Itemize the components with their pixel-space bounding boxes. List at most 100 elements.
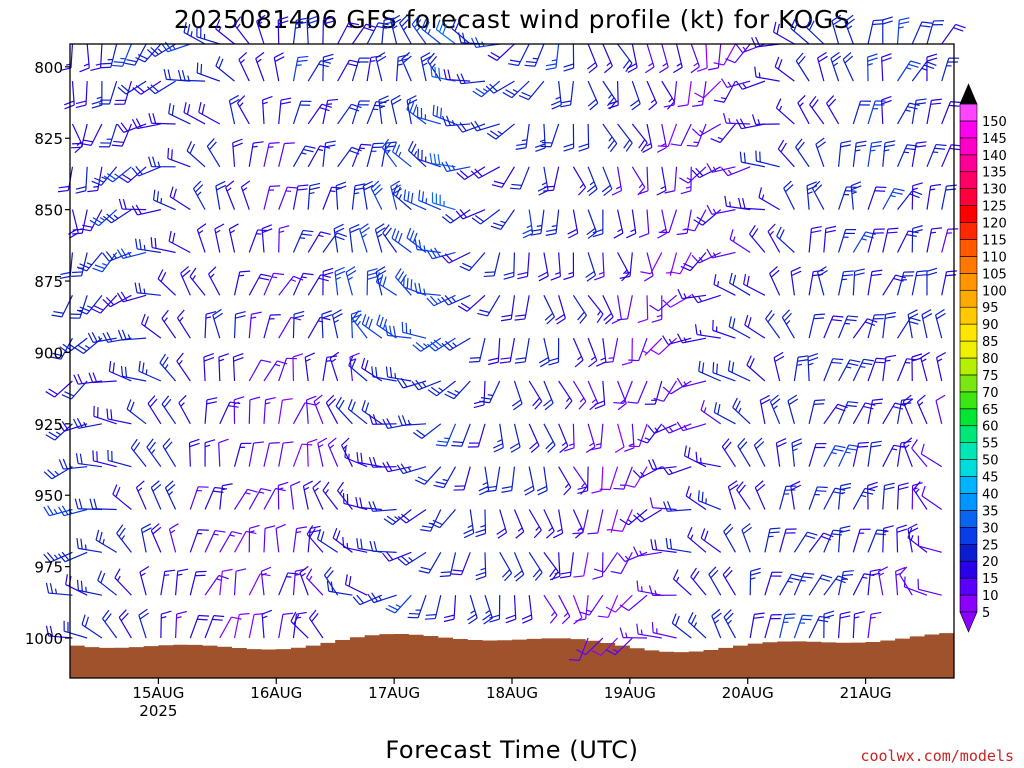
barb-half-feather — [638, 183, 644, 189]
barb-feather — [840, 525, 851, 529]
wind-barb — [637, 295, 649, 324]
wind-barb — [233, 612, 250, 639]
wind-barb — [779, 613, 796, 639]
barb-feather — [330, 581, 334, 592]
barb-half-feather — [717, 136, 724, 140]
barb-feather — [811, 225, 822, 230]
barb-feather — [522, 232, 533, 239]
wind-barb — [138, 608, 149, 639]
wind-barb — [292, 310, 305, 339]
barb-feather — [71, 232, 83, 235]
barb-feather — [58, 459, 64, 470]
wind-barb — [545, 209, 560, 236]
wind-barb — [549, 552, 561, 581]
barb-feather — [713, 62, 724, 66]
barb-feather — [916, 394, 926, 403]
barb-half-feather — [294, 573, 301, 576]
wind-barb — [880, 95, 892, 124]
barb-half-feather — [262, 101, 268, 105]
barb-half-feather — [438, 387, 444, 392]
barb-feather — [306, 395, 317, 401]
barb-feather — [743, 152, 746, 163]
wind-barb — [558, 423, 569, 454]
barb-feather — [104, 613, 112, 623]
barb-feather — [840, 144, 851, 148]
barb-feather — [697, 67, 708, 73]
barb-feather — [90, 308, 101, 314]
barb-feather — [656, 146, 667, 153]
barb-feather — [141, 313, 146, 325]
barb-feather — [322, 267, 334, 272]
barb-feather — [484, 271, 496, 274]
barb-feather — [790, 18, 796, 29]
barb-feather — [296, 611, 307, 615]
barb-feather — [290, 480, 301, 487]
barb-shaft — [729, 238, 751, 253]
barb-feather — [568, 232, 578, 239]
wind-barb — [617, 295, 633, 321]
wind-barb — [621, 338, 633, 366]
barb-feather — [578, 187, 587, 196]
barb-half-feather — [640, 586, 643, 592]
wind-barb — [198, 102, 221, 125]
barb-feather — [364, 402, 370, 413]
barb-half-feather — [648, 62, 654, 67]
barb-feather — [545, 67, 557, 71]
barb-half-feather — [608, 357, 614, 359]
wind-barb — [779, 485, 797, 510]
wind-barb — [837, 140, 852, 167]
wind-barb — [260, 566, 272, 596]
barb-feather — [296, 17, 307, 21]
barb-feather — [414, 282, 418, 294]
barb-feather — [921, 309, 932, 316]
barb-feather — [934, 147, 945, 150]
barb-half-feather — [870, 616, 876, 619]
barb-feather — [327, 437, 337, 446]
barb-half-feather — [157, 48, 163, 53]
wind-barb — [135, 43, 162, 63]
barb-feather — [170, 149, 173, 160]
barb-feather — [372, 501, 378, 512]
wind-barb — [691, 166, 721, 179]
wind-barb — [215, 180, 227, 210]
barb-feather — [409, 101, 415, 113]
barb-feather — [308, 609, 317, 619]
wind-barb — [238, 52, 250, 82]
wind-barb — [313, 394, 324, 425]
colorbar-label: 150 — [982, 115, 1007, 130]
barb-feather — [213, 615, 225, 618]
barb-feather — [395, 186, 401, 197]
barb-feather — [810, 229, 822, 234]
barb-half-feather — [347, 276, 353, 281]
barb-feather — [707, 67, 719, 71]
wind-barb — [573, 552, 589, 578]
wind-barb — [147, 395, 162, 425]
barb-feather — [501, 314, 512, 318]
barb-feather — [275, 487, 286, 492]
wind-barb — [684, 209, 707, 232]
barb-feather — [505, 614, 516, 620]
barb-feather — [406, 227, 412, 239]
barb-shaft — [405, 551, 427, 566]
barb-feather — [770, 269, 780, 278]
barb-feather — [577, 490, 588, 495]
wind-barb — [116, 291, 147, 303]
barb-feather — [769, 527, 781, 530]
wind-barb — [528, 552, 543, 581]
barb-feather — [698, 360, 701, 372]
barb-feather — [370, 180, 380, 189]
barb-feather — [475, 88, 485, 95]
barb-feather — [795, 138, 803, 148]
barb-half-feather — [839, 491, 846, 495]
wind-barb — [79, 43, 90, 73]
barb-shaft — [667, 337, 692, 346]
barb-half-feather — [699, 457, 702, 463]
barb-half-feather — [548, 527, 553, 532]
barb-feather — [604, 65, 613, 74]
barb-feather — [451, 573, 462, 576]
barb-feather — [863, 405, 874, 410]
wind-barb — [663, 501, 692, 512]
barb-half-feather — [693, 622, 698, 628]
barb-feather — [215, 529, 226, 533]
barb-shaft — [723, 80, 736, 103]
